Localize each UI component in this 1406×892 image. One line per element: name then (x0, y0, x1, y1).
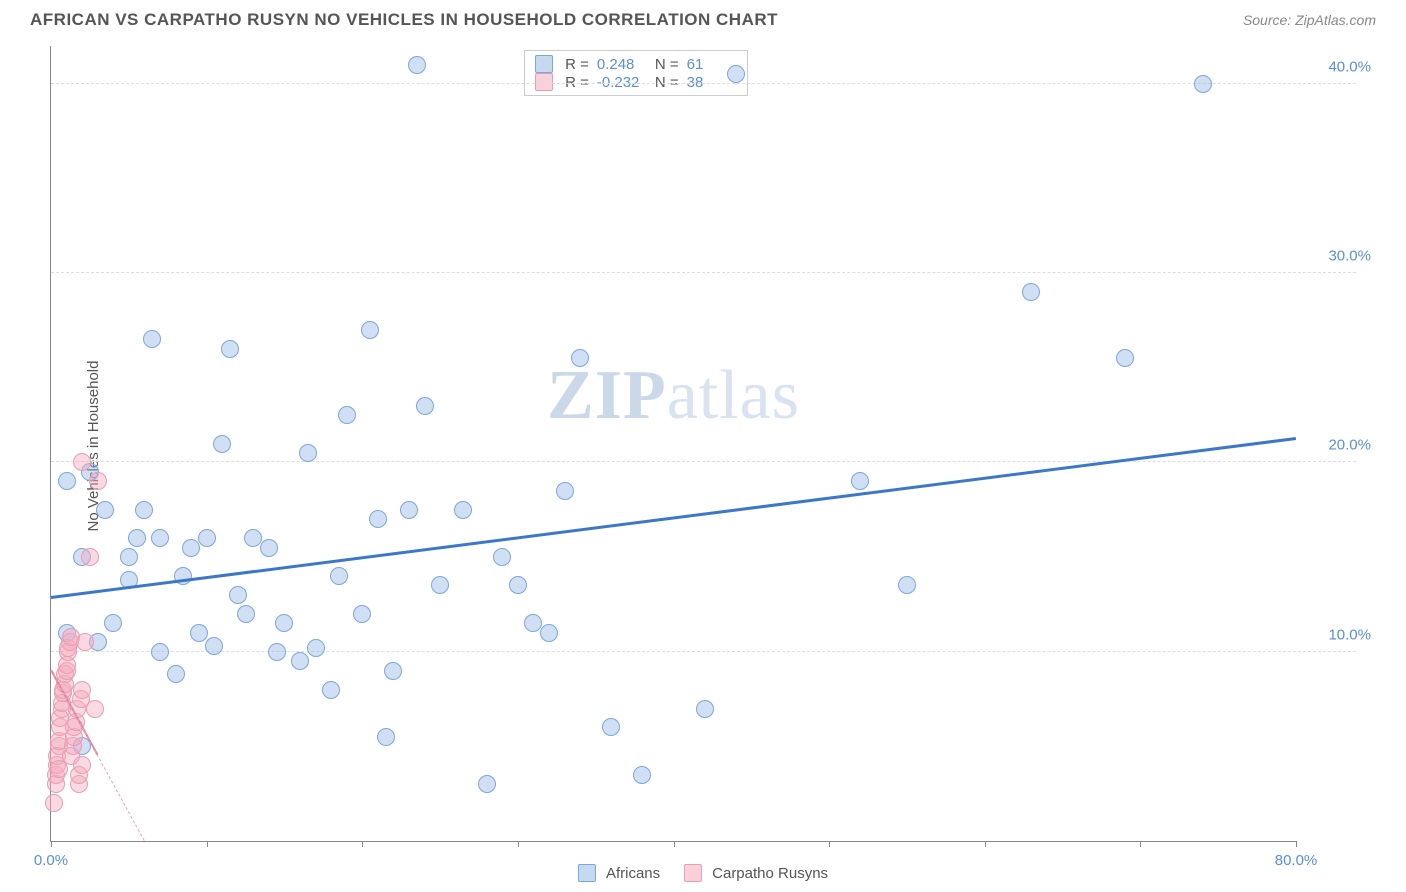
x-tick (1296, 841, 1297, 847)
x-tick (518, 841, 519, 847)
data-point (369, 510, 387, 528)
data-point (128, 529, 146, 547)
data-point (361, 321, 379, 339)
data-point (221, 340, 239, 358)
data-point (509, 576, 527, 594)
data-point (338, 406, 356, 424)
data-point (384, 662, 402, 680)
data-point (86, 700, 104, 718)
data-point (81, 548, 99, 566)
data-point (377, 728, 395, 746)
data-point (104, 614, 122, 632)
data-point (151, 643, 169, 661)
data-point (45, 794, 63, 812)
x-tick-label: 80.0% (1275, 852, 1318, 869)
data-point (143, 330, 161, 348)
gridline (51, 272, 1356, 273)
data-point (58, 472, 76, 490)
y-tick-label: 10.0% (1328, 626, 1371, 643)
data-point (151, 529, 169, 547)
y-tick-label: 20.0% (1328, 437, 1371, 454)
data-point (330, 567, 348, 585)
data-point (229, 586, 247, 604)
data-point (198, 529, 216, 547)
r-label: R = (565, 56, 589, 73)
watermark: ZIPatlas (547, 356, 800, 436)
gridline (51, 83, 1356, 84)
data-point (696, 700, 714, 718)
data-point (190, 624, 208, 642)
data-point (213, 435, 231, 453)
gridline (51, 651, 1356, 652)
data-point (400, 501, 418, 519)
stats-legend: R = 0.248N =61R =-0.232N =38 (524, 50, 748, 96)
data-point (260, 539, 278, 557)
x-tick (207, 841, 208, 847)
x-tick (1140, 841, 1141, 847)
data-point (73, 453, 91, 471)
x-tick (985, 841, 986, 847)
data-point (237, 605, 255, 623)
data-point (602, 718, 620, 736)
legend-swatch (684, 864, 702, 882)
data-point (408, 56, 426, 74)
data-point (571, 349, 589, 367)
data-point (322, 681, 340, 699)
data-point (275, 614, 293, 632)
y-tick-label: 40.0% (1328, 58, 1371, 75)
data-point (478, 775, 496, 793)
data-point (96, 501, 114, 519)
data-point (556, 482, 574, 500)
data-point (167, 665, 185, 683)
chart-title: AFRICAN VS CARPATHO RUSYN NO VEHICLES IN… (30, 10, 778, 30)
y-tick-label: 30.0% (1328, 248, 1371, 265)
data-point (1022, 283, 1040, 301)
stats-row: R = 0.248N =61 (535, 55, 737, 73)
data-point (633, 766, 651, 784)
r-value: 0.248 (597, 56, 647, 73)
data-point (353, 605, 371, 623)
chart-source: Source: ZipAtlas.com (1243, 12, 1376, 28)
x-tick (51, 841, 52, 847)
data-point (727, 65, 745, 83)
data-point (73, 681, 91, 699)
x-tick (674, 841, 675, 847)
gridline (51, 461, 1356, 462)
data-point (268, 643, 286, 661)
scatter-chart: ZIPatlas R = 0.248N =61R =-0.232N =38 10… (50, 46, 1296, 842)
x-tick (362, 841, 363, 847)
n-label: N = (655, 56, 679, 73)
data-point (493, 548, 511, 566)
data-point (205, 637, 223, 655)
data-point (540, 624, 558, 642)
data-point (454, 501, 472, 519)
data-point (291, 652, 309, 670)
legend-label: Carpatho Rusyns (712, 865, 828, 882)
data-point (851, 472, 869, 490)
data-point (299, 444, 317, 462)
data-point (898, 576, 916, 594)
legend-item: Carpatho Rusyns (684, 864, 828, 882)
legend-swatch (535, 55, 553, 73)
data-point (76, 633, 94, 651)
x-tick (829, 841, 830, 847)
legend-item: Africans (578, 864, 660, 882)
data-point (431, 576, 449, 594)
data-point (1116, 349, 1134, 367)
legend-swatch (578, 864, 596, 882)
x-tick-label: 0.0% (34, 852, 68, 869)
series-legend: Africans Carpatho Rusyns (578, 864, 828, 882)
data-point (416, 397, 434, 415)
data-point (307, 639, 325, 657)
data-point (135, 501, 153, 519)
legend-label: Africans (606, 865, 660, 882)
data-point (1194, 75, 1212, 93)
data-point (73, 756, 91, 774)
data-point (89, 472, 107, 490)
data-point (120, 548, 138, 566)
